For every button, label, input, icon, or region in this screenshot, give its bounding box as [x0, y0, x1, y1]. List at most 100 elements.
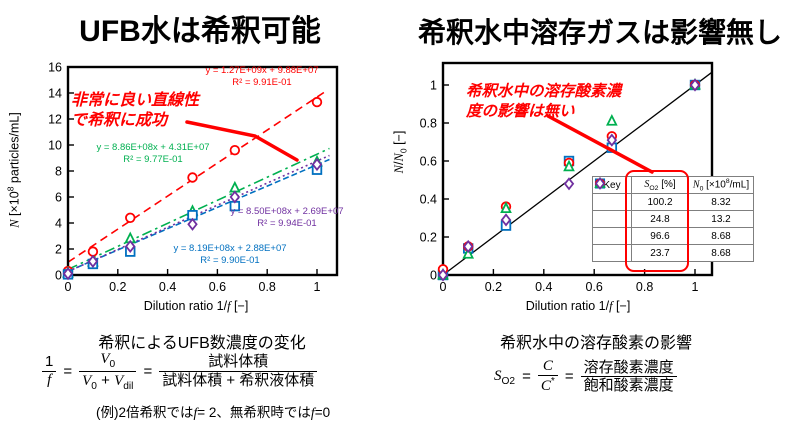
fit-equation-green: y = 8.86E+08x + 4.31E+07 R² = 9.77E-01 [96, 142, 209, 167]
x-tick-label: 0.2 [109, 280, 126, 294]
annotation-line: で希釈に成功 [71, 112, 168, 130]
fit-r2-text: R² = 9.90E-01 [200, 255, 260, 267]
trend-line [67, 158, 330, 272]
fraction: C C* [537, 358, 558, 396]
x-tick-label: 0.8 [636, 280, 653, 294]
fit-equation-text: y = 8.50E+08x + 2.69E+07 [230, 206, 344, 217]
dilution-example-note: (例)2倍希釈ではf= 2、無希釈時ではf=0 [96, 405, 331, 420]
y-tick-label: 0.4 [420, 193, 437, 207]
diamond-marker [125, 239, 136, 254]
fit-equation-text: y = 1.27E+09x + 9.88E+07 [205, 65, 319, 76]
equals-sign: = [63, 362, 73, 380]
x-tick-label: 0.6 [586, 280, 603, 294]
triangle-marker [228, 180, 241, 193]
legend-table: Key SO2 [%] N0 [×108/mL] 100.2 8.32 24.8 13… [592, 176, 754, 262]
fraction: V0 V0 + Vdil [79, 350, 137, 392]
y-tick-label: 0.2 [420, 231, 437, 245]
y-tick-label: 10 [48, 139, 62, 153]
equals-sign: = [143, 362, 153, 380]
x-tick-label: 1 [692, 280, 699, 294]
diamond-marker [689, 78, 701, 92]
y-tick-label: 6 [55, 191, 62, 205]
x-tick-label: 1 [314, 280, 321, 294]
triangle-marker [500, 201, 512, 214]
legend-n0-value: 8.68 [688, 244, 754, 262]
circle-marker [229, 144, 241, 156]
fit-equation-purple: y = 8.50E+08x + 2.69E+07 R² = 9.94E-01 [230, 206, 343, 231]
fit-equation-blue: y = 8.19E+08x + 2.88E+07 R² = 9.90E-01 [173, 243, 286, 268]
diamond-marker [311, 157, 323, 172]
right-y-axis-label: N/N0 [−] [391, 130, 409, 174]
y-tick-label: 1 [430, 79, 437, 93]
x-tick-label: 0.6 [209, 280, 226, 294]
y-tick-label: 2 [55, 243, 62, 257]
circle-marker [311, 96, 323, 108]
circle-marker [87, 246, 99, 257]
x-tick-label: 0.4 [159, 280, 176, 294]
legend-header-n0: N0 [×108/mL] [688, 176, 754, 194]
so2-formula: SO2 = C C* = 溶存酸素濃度 飽和酸素濃度 [494, 358, 677, 396]
left-caption: 希釈によるUFB数濃度の変化 [98, 335, 306, 352]
y-tick-label: 8 [55, 165, 62, 179]
x-tick-label: 0 [440, 280, 447, 294]
diamond-marker [563, 177, 575, 191]
fraction: 試料体積 試料体積 + 希釈液体積 [159, 353, 318, 389]
legend-n0-value: 8.32 [688, 193, 754, 211]
fit-r2-text: R² = 9.77E-01 [123, 154, 183, 166]
diamond-marker [437, 268, 449, 282]
diamond-marker [229, 190, 241, 204]
diamond-marker [187, 217, 198, 231]
dilution-ratio-formula: 1 f = V0 V0 + Vdil = 試料体積 試料体積 + 希釈液体積 [42, 350, 318, 392]
left-x-axis-label: Dilution ratio 1/f [−] [143, 299, 249, 313]
fit-equation-text: y = 8.19E+08x + 2.88E+07 [173, 243, 287, 254]
x-tick-label: 0.2 [485, 280, 502, 294]
y-tick-label: 14 [48, 87, 62, 101]
right-x-axis-label: Dilution ratio 1/f [−] [525, 299, 631, 313]
fit-r2-text: R² = 9.94E-01 [257, 218, 317, 230]
equals-sign: = [522, 368, 531, 386]
legend-header-so2: SO2 [%] [631, 176, 689, 194]
left-chart: 0 0.2 0.4 0.6 0.8 1 0 2 4 6 8 10 12 14 16 y = 1.27E+09… [40, 60, 395, 305]
right-caption: 希釈水中の溶存酸素の影響 [499, 335, 693, 352]
right-chart: 0 0.2 0.4 0.6 0.8 1 0 0.2 0.4 0.6 0.8 1 希釈水中の溶存酸素濃 … [410, 60, 800, 305]
fraction: 1 f [42, 353, 57, 389]
circle-marker [187, 172, 198, 183]
right-annotation: 希釈水中の溶存酸素濃 度の影響は無い [466, 82, 621, 122]
legend-n0-value: 13.2 [688, 210, 754, 228]
legend-n0-value: 8.68 [688, 227, 754, 245]
y-tick-label: 0.8 [420, 117, 437, 131]
annotation-line: 度の影響は無い [466, 102, 575, 120]
diamond-marker [500, 213, 512, 227]
trend-line [67, 147, 330, 271]
so2-highlight-box [625, 170, 689, 272]
triangle-marker [462, 247, 475, 259]
fit-r2-text: R² = 9.91E-01 [232, 77, 292, 89]
fit-equation-text: y = 8.86E+08x + 4.31E+07 [96, 142, 210, 153]
so2-symbol: SO2 [494, 367, 516, 387]
left-y-axis-label: N [×108 particles/mL] [5, 112, 22, 228]
y-tick-label: 0 [430, 269, 437, 283]
y-tick-label: 12 [48, 113, 62, 127]
equals-sign: = [564, 368, 574, 386]
x-tick-label: 0.4 [535, 280, 552, 294]
annotation-line: 非常に良い直線性 [71, 92, 200, 109]
fit-equation-red: y = 1.27E+09x + 9.88E+07 R² = 9.91E-01 [205, 65, 318, 90]
circle-marker [125, 212, 136, 224]
diamond-marker [87, 254, 99, 268]
annotation-line: 希釈水中の溶存酸素濃 [466, 83, 622, 100]
legend-row: 23.7 8.68 [592, 176, 754, 262]
left-annotation: 非常に良い直線性 で希釈に成功 [71, 91, 199, 132]
fraction: 溶存酸素濃度 飽和酸素濃度 [580, 359, 677, 395]
diamond-marker [462, 239, 474, 254]
legend-header-row: Key SO2 [%] N0 [×108/mL] [592, 176, 754, 194]
y-tick-label: 16 [48, 61, 62, 75]
plot-border [441, 61, 714, 277]
y-tick-label: 0.6 [420, 155, 437, 169]
x-tick-label: 0.8 [259, 280, 276, 294]
diamond-marker [62, 267, 74, 281]
y-tick-label: 0 [55, 269, 62, 283]
right-slide-title: 希釈水中溶存ガスは影響無し [417, 17, 782, 48]
left-slide-title: UFB水は希釈可能 [79, 15, 321, 48]
